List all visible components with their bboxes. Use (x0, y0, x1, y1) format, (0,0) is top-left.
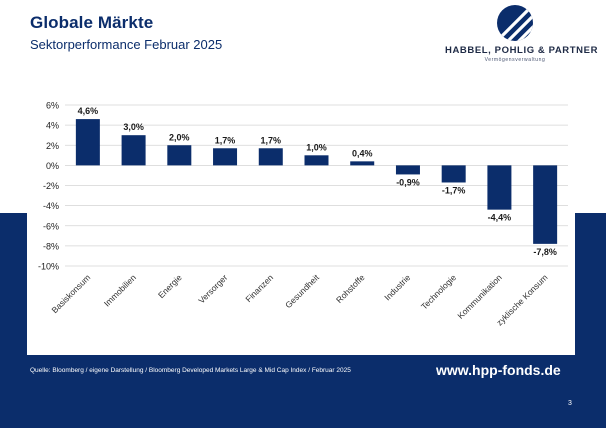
data-label: -0,9% (396, 177, 420, 187)
x-tick-label: Immobilien (102, 272, 138, 308)
bar (350, 161, 375, 166)
company-logo: HABBEL, POHLIG & PARTNER Vermögensverwal… (445, 4, 599, 66)
bar (121, 135, 146, 166)
data-label: 4,6% (78, 106, 99, 116)
y-tick-label: 2% (46, 141, 59, 151)
y-tick-label: -8% (43, 241, 59, 251)
y-tick-label: -6% (43, 221, 59, 231)
x-tick-label: zyklische Konsum (494, 272, 549, 327)
x-tick-label: Kommunikation (455, 272, 504, 321)
bar (213, 148, 238, 166)
bar (304, 155, 329, 166)
bar (75, 119, 100, 166)
bar (533, 165, 558, 244)
x-tick-label: Versorger (196, 272, 229, 305)
y-tick-label: 0% (46, 161, 59, 171)
x-tick-label: Gesundheit (283, 272, 321, 310)
bar (258, 148, 283, 166)
x-tick-label: Basiskonsum (49, 272, 92, 315)
page-number: 3 (568, 400, 572, 407)
data-label: -4,4% (488, 213, 512, 223)
x-tick-label: Rohstoffe (334, 272, 367, 305)
y-tick-label: 6% (46, 101, 59, 111)
x-tick-label: Industrie (382, 272, 412, 302)
y-tick-label: -4% (43, 201, 59, 211)
bar (441, 165, 466, 183)
bar (167, 145, 192, 166)
data-label: 1,7% (261, 135, 282, 145)
data-label: -1,7% (442, 185, 466, 195)
bar (395, 165, 420, 175)
y-tick-label: 4% (46, 121, 59, 131)
source-note: Quelle: Bloomberg / eigene Darstellung /… (30, 367, 351, 374)
data-label: 3,0% (123, 122, 144, 132)
website-link[interactable]: www.hpp-fonds.de (436, 362, 561, 378)
y-tick-label: -2% (43, 181, 59, 191)
logo-tagline: Vermögensverwaltung (484, 57, 546, 63)
data-label: 0,4% (352, 148, 373, 158)
page-title: Globale Märkte (30, 13, 154, 32)
data-label: 1,0% (306, 142, 327, 152)
chart-card (27, 70, 575, 355)
x-tick-label: Technologie (419, 272, 458, 311)
x-tick-label: Finanzen (243, 272, 275, 304)
data-label: 1,7% (215, 135, 236, 145)
data-label: -7,8% (533, 247, 557, 257)
y-tick-label: -10% (38, 262, 59, 272)
page-subtitle: Sektorperformance Februar 2025 (30, 37, 223, 52)
data-label: 2,0% (169, 132, 190, 142)
x-tick-label: Energie (156, 272, 184, 300)
bar (487, 165, 512, 210)
hpp-logo-icon (497, 5, 533, 41)
logo-company-name: HABBEL, POHLIG & PARTNER (445, 45, 599, 56)
